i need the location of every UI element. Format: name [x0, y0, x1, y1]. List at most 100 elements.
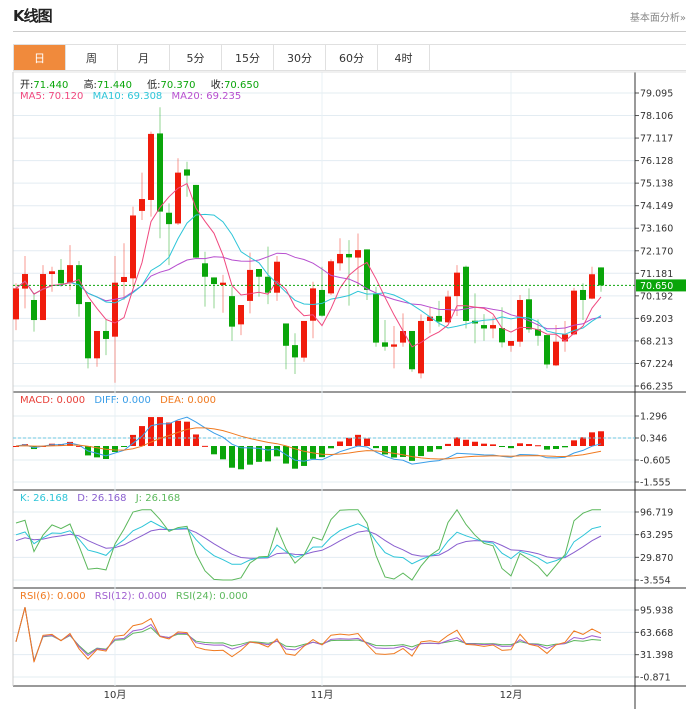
- axis-tick-label: 0.346: [640, 433, 667, 444]
- rsi-legend: RSI(6): 0.000 RSI(12): 0.000 RSI(24): 0.…: [20, 591, 254, 602]
- candle-up: [94, 330, 100, 359]
- axis-tick-label: 78.106: [640, 111, 673, 122]
- macd-bar: [337, 441, 343, 447]
- macd-bar: [364, 438, 370, 447]
- candle-down: [346, 253, 352, 258]
- rsi24-legend: RSI(24): 0.000: [175, 591, 248, 602]
- axis-tick-label: 68.213: [640, 336, 673, 347]
- tab-week[interactable]: 周: [66, 45, 118, 70]
- ma5-line: [15, 182, 602, 348]
- kdj-legend-d: D: 26.168: [77, 493, 127, 504]
- macd-legend-macd: MACD: 0.000: [20, 395, 86, 406]
- axis-tick-label: -1.555: [640, 478, 671, 489]
- macd-bar: [328, 446, 334, 449]
- macd-bar: [580, 437, 586, 447]
- macd-bar: [553, 446, 559, 449]
- axis-tick-label: 1.296: [640, 412, 667, 423]
- diff-line: [15, 416, 602, 465]
- macd-bar: [148, 417, 154, 447]
- macd-bar: [391, 446, 397, 458]
- axis-tick-label: 67.224: [640, 359, 673, 370]
- candle-down: [58, 269, 64, 284]
- candle-down: [499, 328, 505, 343]
- macd-bar: [589, 432, 595, 447]
- current-price-label: 70.650: [640, 281, 673, 292]
- tab-month[interactable]: 月: [118, 45, 170, 70]
- axis-tick-label: 96.719: [640, 508, 673, 519]
- macd-bar: [436, 446, 442, 450]
- axis-tick-label: 29.870: [640, 553, 673, 564]
- fundamental-analysis-link[interactable]: 基本面分析»: [629, 13, 686, 24]
- candle-down: [265, 276, 271, 293]
- dea-line: [15, 427, 602, 460]
- candle-down: [409, 330, 415, 370]
- macd-bar: [256, 446, 262, 462]
- close-value: 70.650: [224, 80, 260, 91]
- close-label: 收:: [210, 80, 225, 91]
- candle-up: [148, 133, 154, 200]
- candle-up: [130, 215, 136, 279]
- kdj-legend: K: 26.168 D: 26.168 J: 26.168: [20, 493, 186, 504]
- candle-down: [292, 345, 298, 358]
- axis-tick-label: 75.138: [640, 179, 673, 190]
- candle-up: [238, 305, 244, 325]
- axis-tick-label: 31.398: [640, 650, 673, 661]
- candle-down: [184, 169, 190, 176]
- candle-down: [229, 296, 235, 327]
- candle-up: [121, 276, 127, 282]
- macd-bar: [544, 446, 550, 450]
- candle-up: [301, 320, 307, 358]
- candle-down: [535, 329, 541, 336]
- open-value: 71.440: [33, 80, 69, 91]
- tab-5min[interactable]: 5分: [170, 45, 222, 70]
- candle-up: [571, 290, 577, 335]
- macd-bar: [229, 446, 235, 468]
- macd-bar: [220, 446, 226, 460]
- kdj-d-line: [15, 528, 602, 559]
- x-axis-label: 11月: [311, 689, 334, 701]
- ma20-line: [15, 252, 602, 330]
- macd-bar: [265, 446, 271, 462]
- macd-bar: [346, 437, 352, 447]
- candle-down: [526, 299, 532, 330]
- macd-bar: [130, 434, 136, 447]
- kdj-legend-j: J: 26.168: [135, 493, 181, 504]
- candle-down: [463, 266, 469, 321]
- candle-down: [157, 133, 163, 212]
- macd-bar: [409, 446, 415, 461]
- x-axis-label: 12月: [500, 689, 523, 701]
- axis-tick-label: 74.149: [640, 201, 673, 212]
- ohlc-legend: 开:71.440 高:71.440 低:70.370 收:70.650: [20, 76, 271, 91]
- candle-down: [598, 267, 604, 286]
- candle-down: [103, 330, 109, 339]
- candle-down: [544, 335, 550, 365]
- candle-down: [364, 249, 370, 290]
- tab-4hour[interactable]: 4时: [378, 45, 430, 70]
- macd-legend-diff: DIFF: 0.000: [94, 395, 151, 406]
- candle-down: [283, 323, 289, 346]
- period-tabs: 日 周 月 5分 15分 30分 60分 4时: [13, 44, 686, 71]
- x-axis-label: 10月: [104, 689, 127, 701]
- tab-30min[interactable]: 30分: [274, 45, 326, 70]
- rsi24-line: [15, 607, 602, 663]
- macd-bar: [211, 446, 217, 455]
- macd-bar: [400, 446, 406, 457]
- macd-bar: [481, 443, 487, 447]
- tab-15min[interactable]: 15分: [222, 45, 274, 70]
- macd-bar: [94, 446, 100, 458]
- macd-bar: [112, 446, 118, 452]
- tab-day[interactable]: 日: [14, 45, 66, 70]
- candle-down: [85, 302, 91, 359]
- candle-up: [139, 199, 145, 211]
- open-label: 开:: [20, 80, 34, 91]
- ma20-legend: MA20: 69.235: [171, 91, 242, 102]
- macd-bar: [184, 421, 190, 447]
- axis-tick-label: 73.160: [640, 224, 673, 235]
- candle-up: [112, 282, 118, 337]
- macd-bar: [454, 437, 460, 447]
- tab-60min[interactable]: 60分: [326, 45, 378, 70]
- candle-up: [328, 261, 334, 294]
- macd-bar: [472, 441, 478, 447]
- candle-up: [589, 274, 595, 299]
